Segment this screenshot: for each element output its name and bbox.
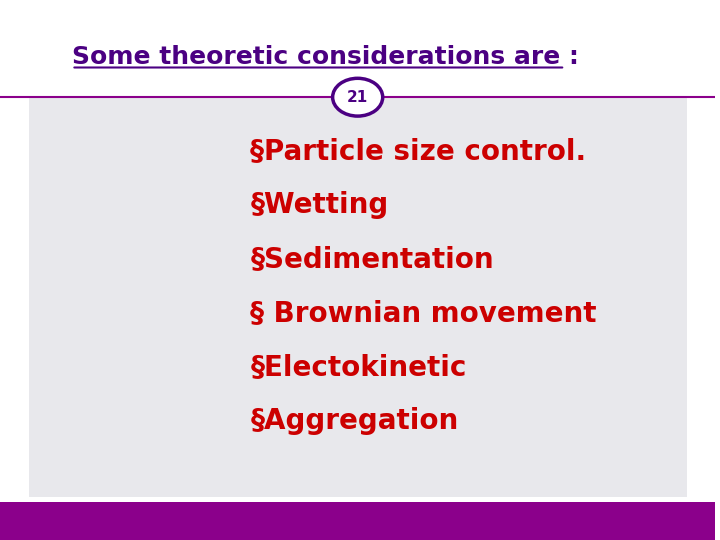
FancyBboxPatch shape [0,502,716,540]
FancyBboxPatch shape [29,97,687,497]
FancyBboxPatch shape [0,0,716,97]
Text: 21: 21 [347,90,369,105]
Text: §Sedimentation: §Sedimentation [251,245,494,273]
Text: Some theoretic considerations are :: Some theoretic considerations are : [71,45,578,69]
Text: § Brownian movement: § Brownian movement [251,299,597,327]
Text: §Wetting: §Wetting [251,191,389,219]
Text: §Electokinetic: §Electokinetic [251,353,467,381]
Text: §Particle size control.: §Particle size control. [251,137,587,165]
Circle shape [333,78,383,116]
Text: §Aggregation: §Aggregation [251,407,459,435]
